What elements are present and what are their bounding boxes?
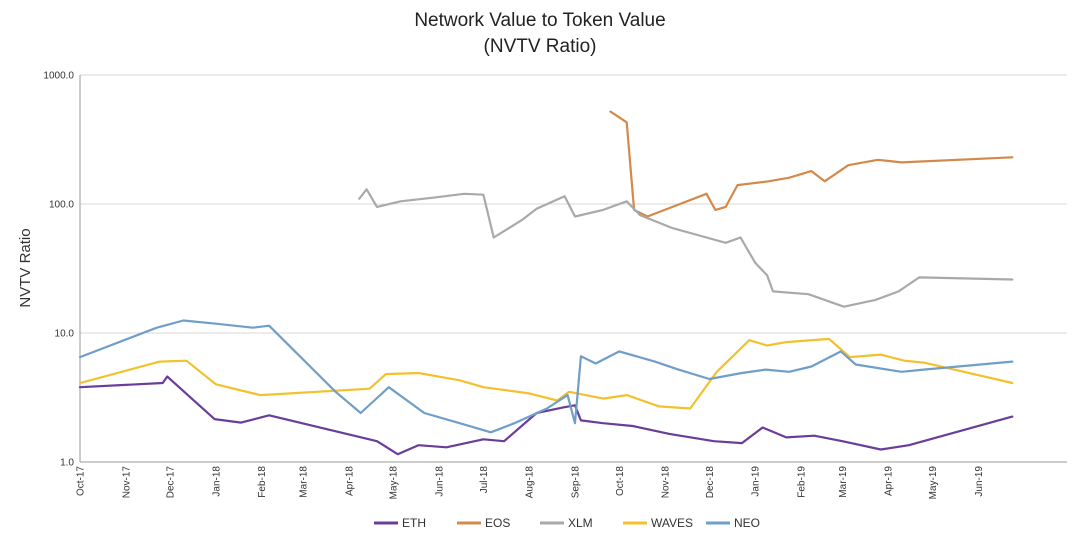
y-tick-label: 1000.0 — [43, 71, 74, 82]
x-tick-label: Aug-18 — [525, 466, 536, 499]
title-block: Network Value to Token Value (NVTV Ratio… — [0, 8, 1080, 60]
chart-subtitle: (NVTV Ratio) — [483, 36, 597, 57]
series-line-waves — [78, 337, 1014, 410]
x-tick-label: Jun-18 — [435, 466, 446, 497]
legend-label: WAVES — [651, 516, 693, 530]
x-tick-label: May-19 — [928, 466, 939, 500]
x-tick-label: Apr-18 — [344, 466, 355, 496]
legend-label: XLM — [568, 516, 593, 530]
x-tick-label: Nov-17 — [121, 466, 132, 499]
legend-label: EOS — [485, 516, 510, 530]
y-tick-labels: 1.0 10.0 100.0 1000.0 — [43, 71, 74, 469]
y-axis-title: NVTV Ratio — [17, 228, 34, 307]
legend-label: ETH — [402, 516, 426, 530]
x-tick-label: Jan-19 — [751, 466, 762, 497]
x-tick-label: Oct-18 — [615, 466, 626, 496]
x-tick-labels: Oct-17 Nov-17 Dec-17 Jan-18 Feb-18 Mar-18 Apr-… — [76, 466, 985, 500]
x-tick-label: Feb-19 — [797, 466, 808, 498]
series-line-eos — [609, 110, 1014, 218]
x-tick-label: Sep-18 — [570, 466, 581, 499]
x-tick-label: Apr-19 — [884, 466, 895, 496]
series-line-eth — [78, 375, 1014, 456]
x-tick-label: Dec-18 — [705, 466, 716, 499]
x-tick-label: Jan-18 — [211, 466, 222, 497]
legend-label: NEO — [734, 516, 760, 530]
x-tick-label: Nov-18 — [661, 466, 672, 499]
x-tick-label: Feb-18 — [257, 466, 268, 498]
series-lines — [78, 110, 1014, 456]
x-tick-label: Dec-17 — [166, 466, 177, 499]
legend: ETH EOS XLM WAVES NEO — [374, 516, 760, 530]
x-tick-label: Oct-17 — [76, 466, 87, 496]
y-tick-label: 10.0 — [55, 329, 75, 340]
x-tick-label: Mar-18 — [299, 466, 310, 498]
x-tick-label: Mar-19 — [838, 466, 849, 498]
grid-lines — [80, 74, 1067, 334]
series-line-neo — [78, 319, 1014, 434]
y-tick-label: 100.0 — [49, 200, 74, 211]
x-tick-label: Jun-19 — [974, 466, 985, 497]
x-tick-label: May-18 — [389, 466, 400, 500]
chart-title: Network Value to Token Value — [414, 10, 666, 31]
y-tick-label: 1.0 — [60, 458, 74, 469]
x-tick-label: Jul-18 — [479, 466, 490, 494]
series-line-xlm — [358, 188, 1014, 308]
